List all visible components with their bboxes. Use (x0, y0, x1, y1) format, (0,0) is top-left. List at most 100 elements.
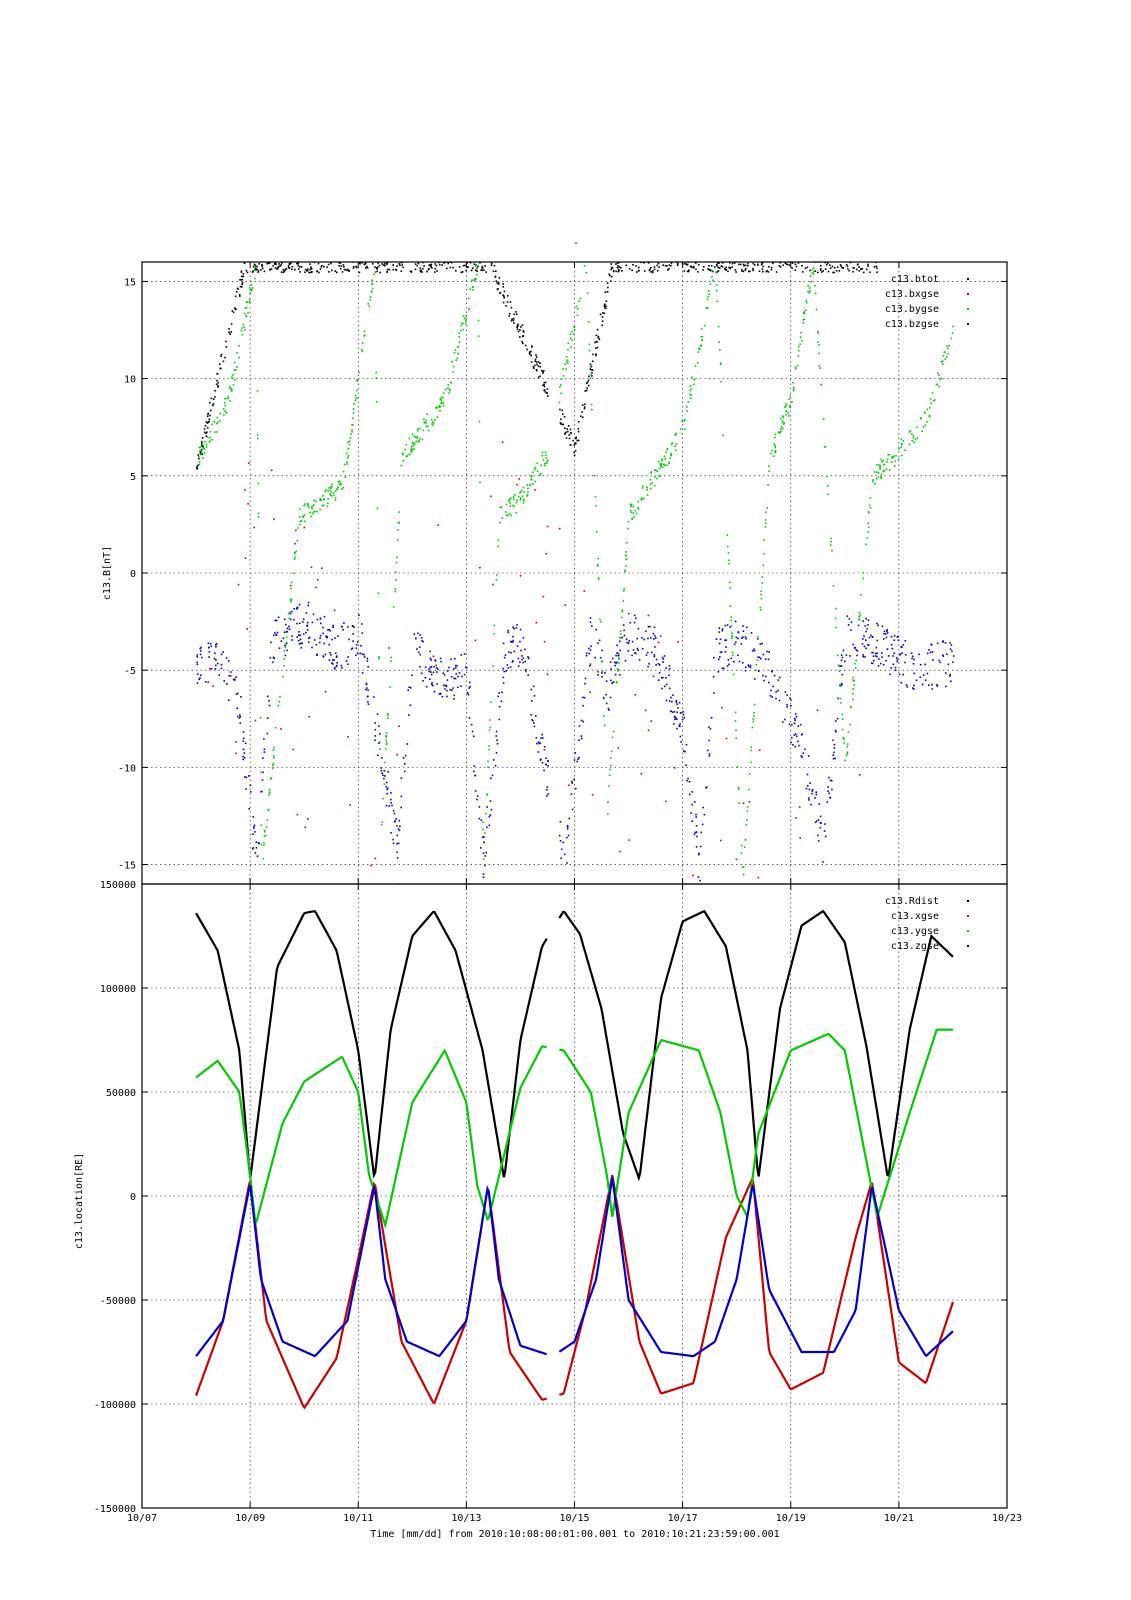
data-point (747, 256, 749, 258)
data-point (879, 662, 882, 665)
data-point (698, 852, 700, 855)
data-point (279, 696, 281, 698)
data-point (273, 657, 275, 660)
data-point (460, 324, 463, 327)
data-point (473, 263, 476, 265)
data-point (836, 253, 838, 255)
data-point (752, 267, 754, 270)
data-point (741, 637, 743, 639)
data-point (236, 707, 238, 710)
data-point (210, 397, 213, 400)
data-point (841, 684, 843, 686)
data-point (803, 318, 806, 321)
data-point (223, 680, 225, 682)
data-point (664, 464, 666, 467)
data-point (849, 258, 851, 260)
data-point (618, 268, 620, 271)
data-point (625, 565, 627, 567)
data-point (385, 741, 388, 744)
data-point (947, 353, 949, 355)
data-point (711, 276, 713, 278)
data-point (448, 389, 451, 392)
data-point (197, 464, 199, 466)
data-point (725, 646, 727, 648)
data-point (621, 610, 624, 613)
data-point (737, 788, 740, 790)
data-point (379, 733, 381, 735)
data-point (845, 754, 848, 757)
data-point (320, 266, 323, 268)
data-point (805, 299, 807, 302)
data-point (510, 497, 512, 500)
data-point (460, 271, 463, 274)
data-point (637, 500, 639, 503)
data-point (304, 268, 307, 271)
data-point (928, 415, 931, 418)
data-point (331, 269, 333, 272)
data-point (626, 641, 628, 644)
data-point (333, 659, 335, 661)
data-point (589, 377, 592, 379)
data-point (381, 821, 384, 823)
data-point (537, 741, 540, 743)
data-point (208, 656, 210, 658)
data-point (361, 259, 363, 261)
data-point (390, 257, 392, 259)
data-point (479, 481, 481, 484)
data-point (521, 340, 523, 343)
data-point (242, 273, 245, 275)
data-point (198, 461, 201, 463)
data-point (799, 336, 802, 338)
data-point (200, 646, 202, 649)
data-point (817, 253, 819, 255)
data-point (808, 287, 811, 289)
data-point (617, 668, 620, 671)
series-c13-bygse (198, 262, 954, 876)
data-point (278, 700, 281, 703)
data-point (296, 636, 298, 638)
data-point (771, 449, 773, 452)
data-point (217, 381, 219, 384)
data-point (817, 341, 819, 343)
data-point (218, 674, 220, 676)
data-point (288, 628, 291, 630)
data-point (321, 264, 323, 267)
data-point (759, 643, 762, 645)
data-point (840, 665, 843, 667)
data-point (288, 617, 290, 620)
data-point (924, 663, 926, 666)
data-point (742, 625, 744, 627)
data-point (565, 431, 567, 434)
data-point (392, 842, 395, 845)
data-point (668, 264, 671, 266)
data-point (530, 688, 533, 691)
data-point (665, 800, 667, 803)
data-point (674, 434, 677, 436)
data-point (668, 668, 671, 670)
data-point (368, 305, 370, 307)
data-point (475, 254, 477, 256)
data-point (483, 269, 485, 271)
data-point (390, 656, 392, 659)
data-point (387, 714, 389, 717)
data-point (232, 374, 234, 376)
data-point (849, 723, 851, 726)
data-point (610, 268, 612, 271)
data-point (477, 319, 480, 322)
data-point (560, 378, 563, 381)
data-point (263, 738, 265, 740)
data-point (750, 761, 752, 764)
data-point (827, 786, 829, 788)
data-point (547, 764, 549, 767)
data-point (876, 271, 878, 273)
data-point (457, 253, 459, 255)
data-point (521, 655, 523, 657)
data-point (577, 758, 579, 760)
data-point (840, 659, 843, 662)
data-point (491, 774, 494, 777)
data-point (229, 400, 231, 402)
data-point (798, 806, 801, 808)
data-point (542, 459, 545, 461)
data-point (808, 799, 810, 801)
data-point (380, 769, 383, 772)
